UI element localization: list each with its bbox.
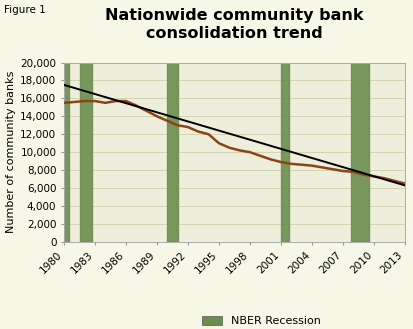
- Legend: NBER Recession, Constant rate of decline trend: NBER Recession, Constant rate of decline…: [202, 316, 399, 329]
- Bar: [351, 63, 369, 242]
- Text: Nationwide community bank
consolidation trend: Nationwide community bank consolidation …: [105, 8, 363, 40]
- Text: Figure 1: Figure 1: [4, 5, 46, 15]
- Bar: [167, 63, 178, 242]
- Bar: [64, 63, 69, 242]
- Bar: [281, 63, 289, 242]
- Bar: [80, 63, 93, 242]
- Y-axis label: Number of community banks: Number of community banks: [6, 71, 16, 233]
